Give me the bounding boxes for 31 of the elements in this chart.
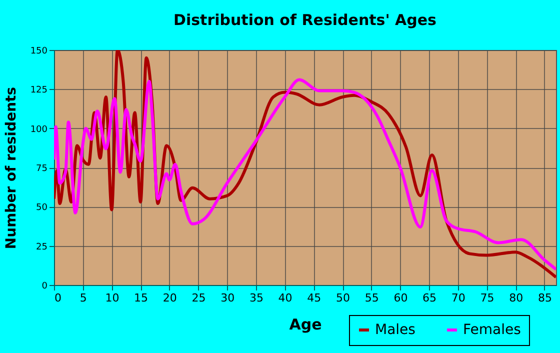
x-tick-label: 80 [509,292,524,304]
x-tick-label: 85 [538,292,552,304]
line-series [54,78,556,271]
x-tick-label: 10 [105,292,120,304]
y-tick-label: 25 [36,242,48,252]
x-tick-label: 60 [394,292,408,304]
x-tick-label: 65 [422,292,437,304]
x-tick-label: 20 [162,292,177,304]
x-tick-label: 35 [249,292,264,304]
x-tick-label: 50 [336,292,350,304]
legend-label: Females [463,322,521,338]
legend-label: Males [375,322,416,338]
x-tick-label: 70 [451,292,466,304]
x-tick-label: 5 [80,292,87,304]
y-tick-label: 75 [36,164,48,174]
x-tick-label: 45 [307,292,322,304]
x-axis-title: Age [289,316,322,334]
y-tick-label: 125 [30,86,48,96]
y-tick-label: 100 [30,124,48,135]
y-axis-title: Number of residents [3,86,20,250]
x-tick-label: 40 [278,292,292,304]
chart-title: Distribution of Residents' Ages [174,11,437,29]
y-tick-label: 150 [30,46,48,56]
x-tick-label: 75 [480,292,494,304]
x-tick-label: 0 [54,292,62,304]
x-tick-label: 30 [220,292,235,304]
x-tick-label: 15 [134,292,148,304]
y-tick-label: 0 [42,282,48,292]
y-tick-label: 50 [36,203,48,214]
x-tick-label: 55 [364,292,379,304]
x-tick-label: 25 [192,292,206,304]
